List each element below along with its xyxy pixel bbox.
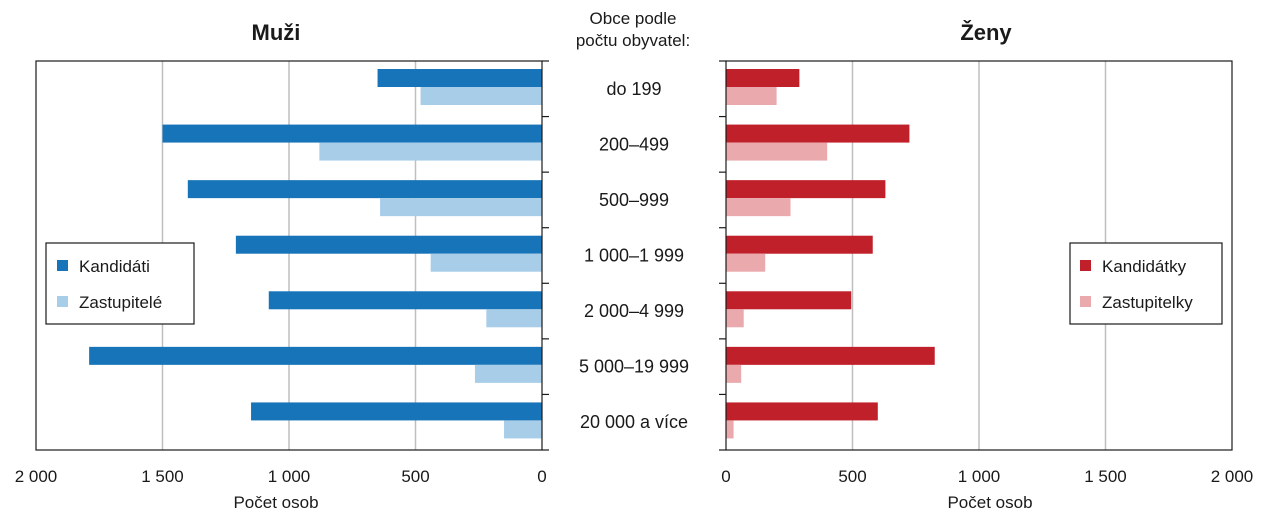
- right-x-tick-labels: 0 500 1 000 1 500 2 000: [721, 467, 1253, 486]
- category-label-500-999: 500–999: [599, 190, 669, 210]
- right-legend: Kandidátky Zastupitelky: [1069, 242, 1223, 325]
- bar-kandid-tky-do-199: [726, 69, 800, 87]
- right-chart-title: Ženy: [960, 20, 1012, 45]
- category-label-2-000-4-999: 2 000–4 999: [584, 301, 684, 321]
- bar-zastupitelky-500-999: [726, 198, 791, 217]
- left-x-axis-label: Počet osob: [233, 493, 318, 512]
- legend-swatch-kandidati: [57, 260, 68, 271]
- bar-zastupitel-2-000-4-999: [486, 309, 542, 328]
- right-x-axis-label: Počet osob: [947, 493, 1032, 512]
- right-x-tick-label: 500: [838, 467, 866, 486]
- right-category-ticks: [719, 60, 726, 451]
- left-x-tick-labels: 2 000 1 500 1 000 500 0: [15, 467, 547, 486]
- left-x-tick-label: 1 500: [141, 467, 184, 486]
- legend-label-zastupitele: Zastupitelé: [79, 293, 162, 312]
- left-bars: [89, 69, 543, 439]
- right-x-tick-label: 1 500: [1084, 467, 1127, 486]
- bar-zastupitelky-1-000-1-999: [726, 253, 766, 272]
- right-plot-frame: [725, 60, 1233, 451]
- category-label-200-499: 200–499: [599, 134, 669, 154]
- bar-kandid-tky-20-000-a-v-ce: [726, 402, 878, 421]
- left-x-tick-label: 1 000: [268, 467, 311, 486]
- right-gridlines: [851, 61, 1107, 450]
- left-legend-box: [45, 242, 195, 325]
- right-bars: [726, 69, 935, 439]
- left-gridlines: [161, 61, 417, 450]
- right-x-tick-label: 2 000: [1211, 467, 1254, 486]
- bar-kandid-tky-200-499: [726, 124, 910, 143]
- bar-zastupitelky-2-000-4-999: [726, 309, 744, 328]
- legend-label-zastupitelky: Zastupitelky: [1102, 293, 1193, 312]
- right-x-tick-label: 1 000: [958, 467, 1001, 486]
- center-header-line-2: počtu obyvatel:: [576, 31, 690, 50]
- bar-kandid-ti-1-000-1-999: [235, 235, 542, 254]
- right-x-tick-label: 0: [721, 467, 730, 486]
- category-label-do-199: do 199: [606, 79, 661, 99]
- bar-kandid-tky-1-000-1-999: [726, 235, 873, 254]
- bar-kandid-ti-do-199: [377, 69, 542, 87]
- bar-kandid-tky-5-000-19-999: [726, 346, 935, 365]
- bar-kandid-ti-500-999: [187, 180, 543, 199]
- legend-label-kandidatky: Kandidátky: [1102, 257, 1187, 276]
- bar-kandid-ti-20-000-a-v-ce: [251, 402, 543, 421]
- left-plot-frame: [35, 60, 543, 451]
- bar-kandid-ti-5-000-19-999: [89, 346, 542, 365]
- bar-kandid-tky-500-999: [726, 180, 886, 199]
- bar-zastupitelky-20-000-a-v-ce: [726, 420, 734, 439]
- bar-zastupitel-1-000-1-999: [430, 253, 542, 272]
- bar-zastupitelky-200-499: [726, 142, 828, 161]
- bar-zastupitelky-5-000-19-999: [726, 364, 742, 383]
- bar-zastupitelky-do-199: [726, 87, 777, 105]
- bar-zastupitel-do-199: [420, 87, 542, 105]
- category-label-1-000-1-999: 1 000–1 999: [584, 246, 684, 266]
- left-x-tick-label: 2 000: [15, 467, 58, 486]
- category-label-5-000-19-999: 5 000–19 999: [579, 357, 689, 377]
- left-legend: Kandidáti Zastupitelé: [45, 242, 195, 325]
- left-category-ticks: [542, 60, 549, 451]
- bar-zastupitel-200-499: [319, 142, 542, 161]
- bar-zastupitel-5-000-19-999: [474, 364, 542, 383]
- legend-label-kandidati: Kandidáti: [79, 257, 150, 276]
- bar-kandid-ti-200-499: [162, 124, 542, 143]
- bar-zastupitel-500-999: [380, 198, 542, 217]
- bar-zastupitel-20-000-a-v-ce: [504, 420, 542, 439]
- left-chart-title: Muži: [252, 20, 301, 45]
- legend-swatch-zastupitele: [57, 296, 68, 307]
- bar-kandid-tky-2-000-4-999: [726, 291, 852, 310]
- right-legend-box: [1069, 242, 1223, 325]
- category-labels: do 199 200–499 500–999 1 000–1 999 2 000–4 9…: [579, 79, 689, 432]
- left-x-tick-label: 0: [537, 467, 546, 486]
- center-header-line-1: Obce podle: [590, 9, 677, 28]
- legend-swatch-kandidatky: [1080, 260, 1091, 271]
- category-label-20-000-a-v-ce: 20 000 a více: [580, 412, 688, 432]
- left-x-tick-label: 500: [401, 467, 429, 486]
- bar-kandid-ti-2-000-4-999: [268, 291, 542, 310]
- legend-swatch-zastupitelky: [1080, 296, 1091, 307]
